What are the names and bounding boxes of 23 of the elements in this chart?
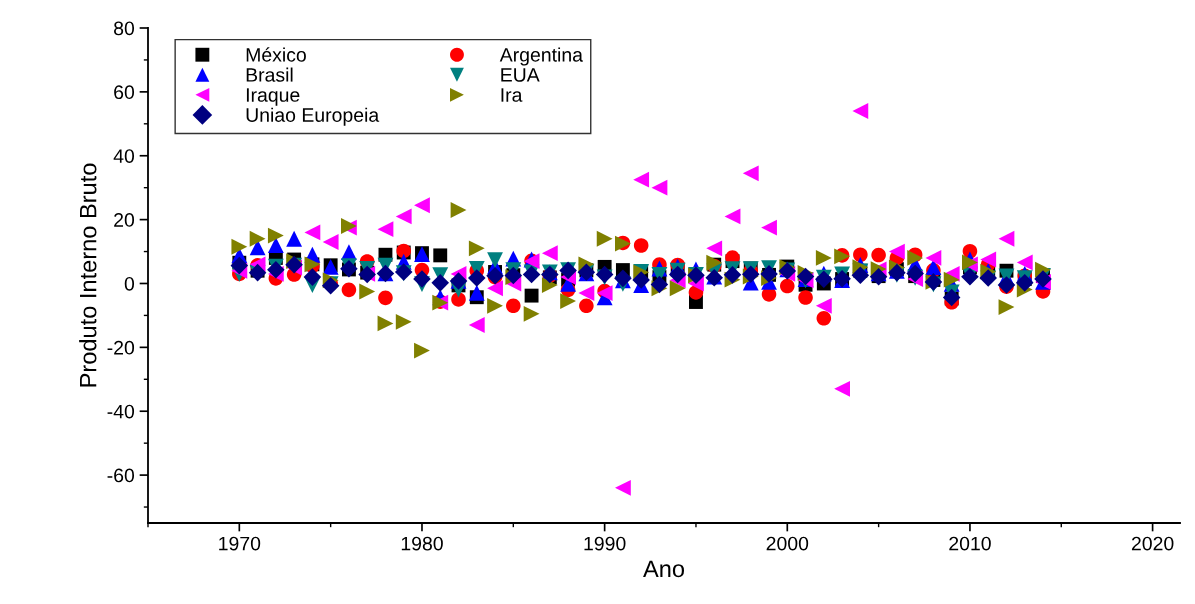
x-tick-label: 1970 xyxy=(219,536,261,551)
x-axis-title: Ano xyxy=(643,560,685,578)
legend-label: EUA xyxy=(501,68,540,82)
legend-label: Argentina xyxy=(499,47,583,66)
y-tick-label: -40 xyxy=(107,404,135,419)
x-tick-label: 1990 xyxy=(584,536,626,551)
y-tick-label: 60 xyxy=(114,85,135,100)
y-tick-label: -20 xyxy=(107,340,135,355)
y-axis-title: Produto Interno Bruto xyxy=(79,163,97,387)
legend-label: Brasil xyxy=(246,67,293,82)
y-tick-label: 40 xyxy=(113,149,135,163)
legend-label: Iraque xyxy=(246,88,300,106)
legend-label: Ira xyxy=(501,88,523,102)
y-tick-label: 80 xyxy=(114,21,135,36)
x-tick-label: 1980 xyxy=(401,536,443,551)
y-tick-label: 20 xyxy=(114,213,135,227)
y-tick-label: -60 xyxy=(107,468,135,483)
x-tick-label: 2010 xyxy=(949,536,991,551)
legend-label: Uniao Europeia xyxy=(246,107,380,126)
legend-label: México xyxy=(246,47,306,62)
y-tick-label: 0 xyxy=(124,276,135,291)
x-tick-label: 2020 xyxy=(1131,536,1174,551)
x-tick-label: 2000 xyxy=(766,536,809,551)
